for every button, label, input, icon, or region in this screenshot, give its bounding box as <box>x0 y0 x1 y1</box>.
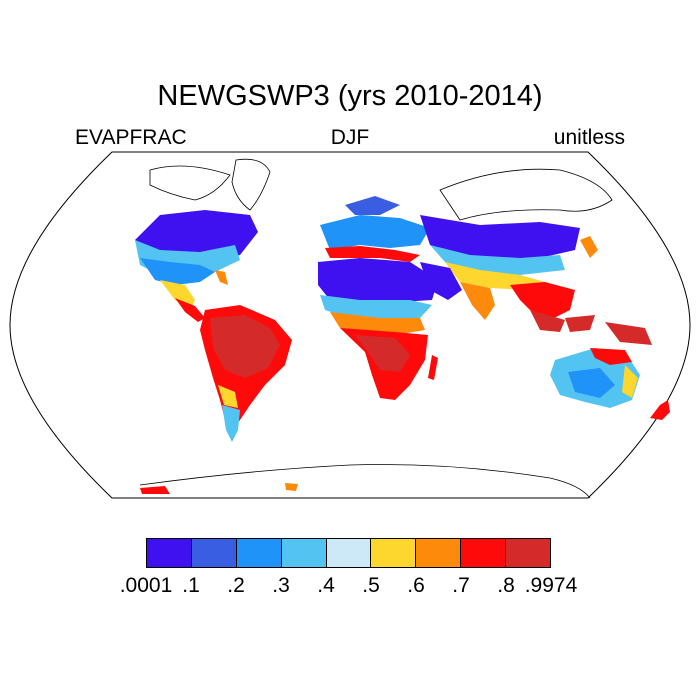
colorbar-box-2 <box>191 539 237 567</box>
map-title: NEWGSWP3 (yrs 2010-2014) <box>157 80 543 112</box>
colorbar-box-6 <box>371 539 417 567</box>
colorbar-tick: .9974 <box>524 574 578 597</box>
colorbar-tick: .5 <box>362 574 380 597</box>
antarctic-peninsula-red <box>140 486 170 494</box>
australia-east-yellow <box>622 365 638 398</box>
se-asia-red <box>510 282 575 320</box>
colorbar-tick: .0001 <box>119 574 173 597</box>
india-orange <box>460 282 495 320</box>
indonesia-darkred-2 <box>565 315 595 332</box>
europe-north-blue <box>345 196 400 215</box>
south-america-yellow <box>218 385 238 408</box>
colorbar-box-3 <box>236 539 282 567</box>
colorbar-tick: .7 <box>452 574 470 597</box>
colorbar-box-1 <box>147 539 192 567</box>
colorbar <box>146 538 551 568</box>
antarctic-small-orange <box>285 483 298 491</box>
colorbar-box-5 <box>326 539 372 567</box>
colorbar-ticks: .0001 .1 .2 .3 .4 .5 .6 .7 .8 .9974 <box>0 574 700 602</box>
australia-interior-blue <box>568 368 615 398</box>
new-zealand-red <box>650 400 670 420</box>
madagascar-red <box>428 355 438 380</box>
florida-orange <box>215 270 228 285</box>
central-america-red <box>175 298 205 322</box>
amazon-darkred <box>210 315 280 378</box>
south-america-south-blue <box>222 405 240 442</box>
japan-orange <box>580 236 598 258</box>
colorbar-tick: .6 <box>407 574 425 597</box>
congo-darkred <box>355 335 410 372</box>
colorbar-tick: .1 <box>182 574 200 597</box>
north-america-blue2 <box>140 258 215 285</box>
mediterranean-red <box>325 246 420 262</box>
colorbar-box-4 <box>281 539 327 567</box>
central-asia-lightblue <box>430 245 565 275</box>
indonesia-darkred-1 <box>530 310 565 332</box>
asia-yellow <box>445 262 545 290</box>
units-label: unitless <box>553 126 625 149</box>
greenland-outline <box>231 158 271 211</box>
siberia-blue <box>420 215 580 258</box>
antarctica-outline <box>139 464 591 499</box>
europe-lightblue <box>320 215 430 250</box>
colorbar-tick: .2 <box>227 574 245 597</box>
season-label: DJF <box>330 126 370 149</box>
colorbar-tick: .4 <box>317 574 335 597</box>
colorbar-tick: .8 <box>497 574 515 597</box>
variable-label: EVAPFRAC <box>75 126 187 149</box>
siberia-outline <box>439 168 613 221</box>
arabia-blue <box>420 262 462 300</box>
arctic-canada-outline <box>149 165 231 201</box>
sahara-blue <box>318 258 438 302</box>
colorbar-tick: .3 <box>272 574 290 597</box>
colorbar-box-8 <box>461 539 507 567</box>
australia-north-red <box>590 348 632 365</box>
new-guinea-darkred <box>605 322 652 345</box>
sahel-lightblue <box>320 295 432 318</box>
colorbar-box-9 <box>506 539 551 567</box>
colorbar-box-7 <box>416 539 462 567</box>
